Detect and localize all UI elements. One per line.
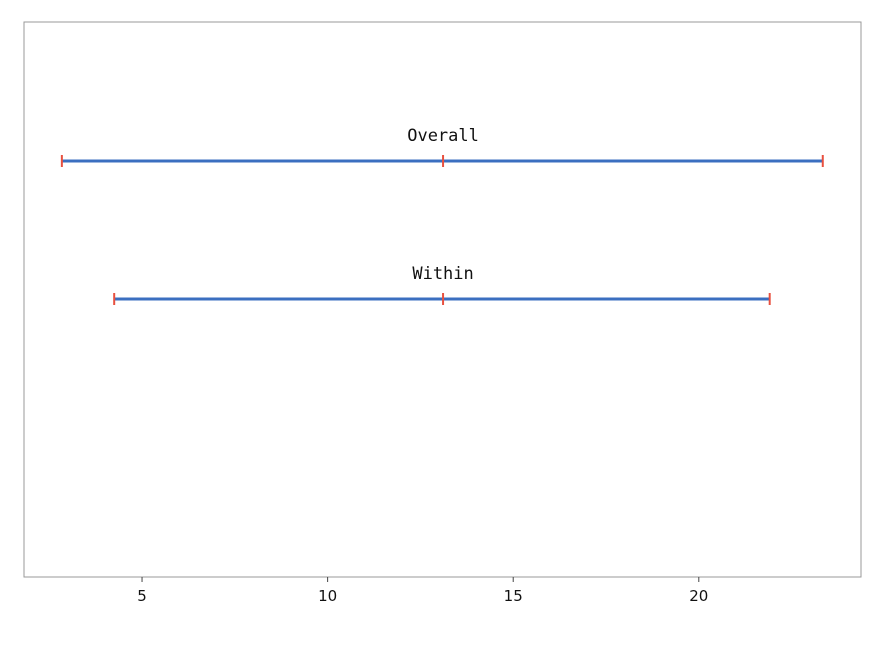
interval-label: Overall bbox=[407, 126, 479, 146]
interval-label: Within bbox=[412, 264, 473, 284]
x-tick-label: 20 bbox=[689, 587, 708, 605]
plot-frame bbox=[23, 21, 862, 578]
x-tick-label: 5 bbox=[137, 587, 147, 605]
x-tick-label: 15 bbox=[504, 587, 523, 605]
x-tick-label: 10 bbox=[318, 587, 337, 605]
